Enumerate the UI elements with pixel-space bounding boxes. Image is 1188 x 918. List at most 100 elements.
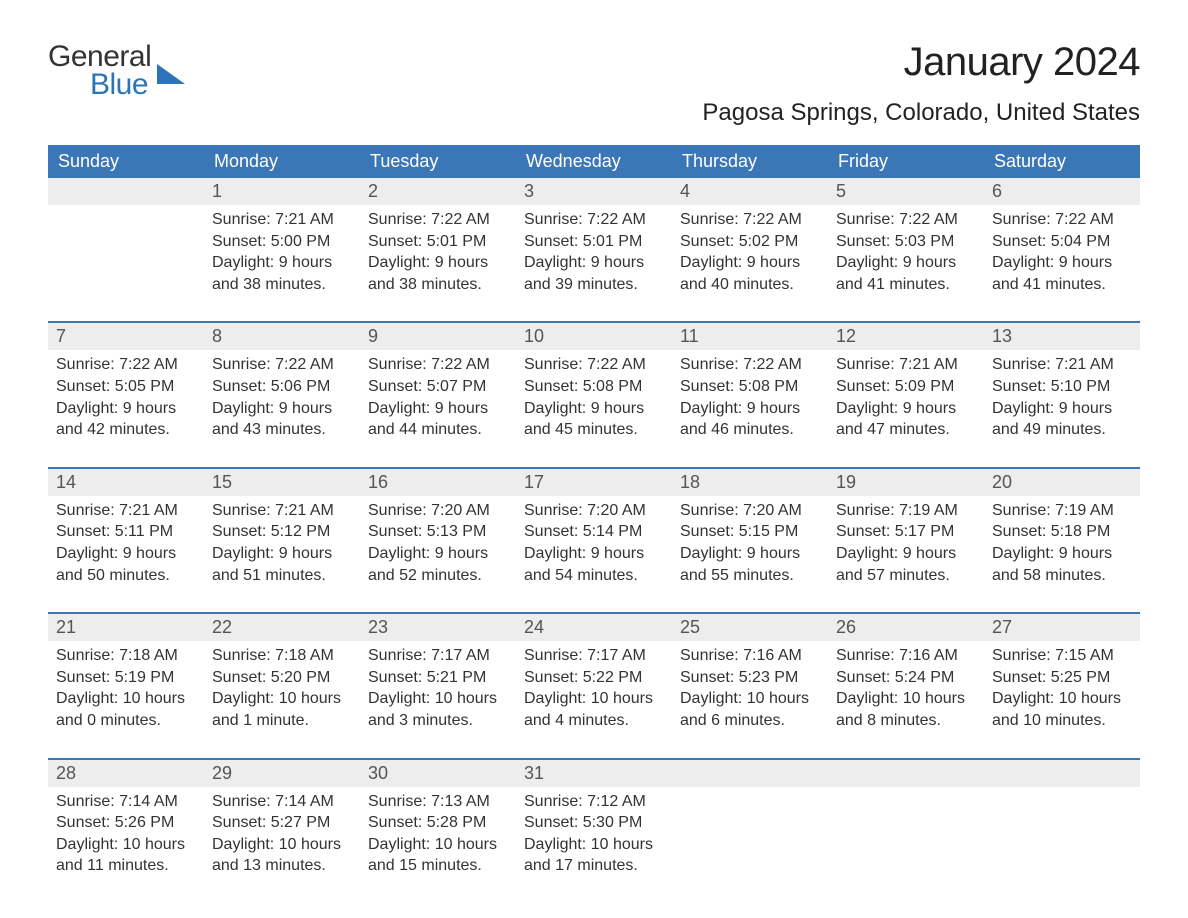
day-number: 10 [516,323,672,350]
day-cell: Sunrise: 7:21 AMSunset: 5:10 PMDaylight:… [984,350,1140,450]
daylight-line: Daylight: 9 hours and 47 minutes. [836,398,976,441]
day-cell: Sunrise: 7:21 AMSunset: 5:12 PMDaylight:… [204,496,360,596]
header: General Blue January 2024 Pagosa Springs… [48,40,1140,127]
sunset-line: Sunset: 5:11 PM [56,521,196,543]
sunset-line: Sunset: 5:23 PM [680,667,820,689]
sunset-line: Sunset: 5:01 PM [368,231,508,253]
day-cell: Sunrise: 7:21 AMSunset: 5:09 PMDaylight:… [828,350,984,450]
daylight-line: Daylight: 10 hours and 17 minutes. [524,834,664,877]
week-row: 78910111213Sunrise: 7:22 AMSunset: 5:05 … [48,321,1140,450]
day-cell: Sunrise: 7:19 AMSunset: 5:17 PMDaylight:… [828,496,984,596]
day-cell: Sunrise: 7:22 AMSunset: 5:04 PMDaylight:… [984,205,1140,305]
sunrise-line: Sunrise: 7:22 AM [56,354,196,376]
sunrise-line: Sunrise: 7:22 AM [524,209,664,231]
day-number: 26 [828,614,984,641]
day-cell: Sunrise: 7:22 AMSunset: 5:05 PMDaylight:… [48,350,204,450]
day-number: 16 [360,469,516,496]
location: Pagosa Springs, Colorado, United States [702,99,1140,127]
sunrise-line: Sunrise: 7:18 AM [56,645,196,667]
sunset-line: Sunset: 5:18 PM [992,521,1132,543]
day-number: 15 [204,469,360,496]
sunset-line: Sunset: 5:14 PM [524,521,664,543]
calendar: Sunday Monday Tuesday Wednesday Thursday… [48,145,1140,887]
sunset-line: Sunset: 5:24 PM [836,667,976,689]
sunset-line: Sunset: 5:00 PM [212,231,352,253]
sunrise-line: Sunrise: 7:15 AM [992,645,1132,667]
sunset-line: Sunset: 5:03 PM [836,231,976,253]
day-number: 22 [204,614,360,641]
day-cell: Sunrise: 7:22 AMSunset: 5:07 PMDaylight:… [360,350,516,450]
daylight-line: Daylight: 9 hours and 50 minutes. [56,543,196,586]
day-number: 29 [204,760,360,787]
sunset-line: Sunset: 5:09 PM [836,376,976,398]
sunset-line: Sunset: 5:07 PM [368,376,508,398]
logo-text-blue: Blue [90,68,151,102]
sunrise-line: Sunrise: 7:22 AM [680,354,820,376]
day-number: 3 [516,178,672,205]
day-cell: Sunrise: 7:22 AMSunset: 5:08 PMDaylight:… [516,350,672,450]
daylight-line: Daylight: 9 hours and 45 minutes. [524,398,664,441]
month-title: January 2024 [702,40,1140,85]
sunset-line: Sunset: 5:17 PM [836,521,976,543]
daylight-line: Daylight: 9 hours and 42 minutes. [56,398,196,441]
sunrise-line: Sunrise: 7:20 AM [524,500,664,522]
day-number: 27 [984,614,1140,641]
day-header: Wednesday [516,145,672,178]
daylight-line: Daylight: 10 hours and 0 minutes. [56,688,196,731]
logo: General Blue [48,40,185,102]
daylight-line: Daylight: 10 hours and 8 minutes. [836,688,976,731]
day-cell: Sunrise: 7:18 AMSunset: 5:19 PMDaylight:… [48,641,204,741]
day-cell: Sunrise: 7:22 AMSunset: 5:01 PMDaylight:… [360,205,516,305]
day-cell: Sunrise: 7:22 AMSunset: 5:06 PMDaylight:… [204,350,360,450]
day-number: 5 [828,178,984,205]
day-number: 18 [672,469,828,496]
day-number: 12 [828,323,984,350]
sunrise-line: Sunrise: 7:20 AM [368,500,508,522]
sunrise-line: Sunrise: 7:22 AM [680,209,820,231]
daylight-line: Daylight: 10 hours and 4 minutes. [524,688,664,731]
sunrise-line: Sunrise: 7:22 AM [524,354,664,376]
sunset-line: Sunset: 5:26 PM [56,812,196,834]
day-number: 24 [516,614,672,641]
sunrise-line: Sunrise: 7:21 AM [836,354,976,376]
sunrise-line: Sunrise: 7:17 AM [368,645,508,667]
day-number: 23 [360,614,516,641]
day-header: Friday [828,145,984,178]
sunset-line: Sunset: 5:20 PM [212,667,352,689]
day-number-row: 123456 [48,178,1140,205]
day-cell: Sunrise: 7:22 AMSunset: 5:01 PMDaylight:… [516,205,672,305]
day-header: Saturday [984,145,1140,178]
daylight-line: Daylight: 10 hours and 1 minute. [212,688,352,731]
day-number [672,760,828,787]
sunrise-line: Sunrise: 7:22 AM [992,209,1132,231]
day-cell: Sunrise: 7:14 AMSunset: 5:27 PMDaylight:… [204,787,360,887]
day-number: 4 [672,178,828,205]
day-number: 6 [984,178,1140,205]
daylight-line: Daylight: 10 hours and 10 minutes. [992,688,1132,731]
day-header: Monday [204,145,360,178]
day-header-row: Sunday Monday Tuesday Wednesday Thursday… [48,145,1140,178]
sunrise-line: Sunrise: 7:18 AM [212,645,352,667]
day-cell: Sunrise: 7:22 AMSunset: 5:02 PMDaylight:… [672,205,828,305]
day-number: 1 [204,178,360,205]
day-number: 2 [360,178,516,205]
day-header: Sunday [48,145,204,178]
sunrise-line: Sunrise: 7:12 AM [524,791,664,813]
day-number: 7 [48,323,204,350]
week-row: 21222324252627Sunrise: 7:18 AMSunset: 5:… [48,612,1140,741]
daylight-line: Daylight: 10 hours and 11 minutes. [56,834,196,877]
day-cell: Sunrise: 7:19 AMSunset: 5:18 PMDaylight:… [984,496,1140,596]
sunrise-line: Sunrise: 7:21 AM [212,209,352,231]
sunrise-line: Sunrise: 7:22 AM [368,354,508,376]
day-number-row: 78910111213 [48,323,1140,350]
day-number: 9 [360,323,516,350]
day-cell [48,205,204,305]
sunset-line: Sunset: 5:28 PM [368,812,508,834]
week-row: 123456Sunrise: 7:21 AMSunset: 5:00 PMDay… [48,178,1140,305]
sunrise-line: Sunrise: 7:20 AM [680,500,820,522]
sunrise-line: Sunrise: 7:22 AM [836,209,976,231]
day-cell: Sunrise: 7:22 AMSunset: 5:03 PMDaylight:… [828,205,984,305]
daylight-line: Daylight: 10 hours and 13 minutes. [212,834,352,877]
sunset-line: Sunset: 5:13 PM [368,521,508,543]
sunset-line: Sunset: 5:25 PM [992,667,1132,689]
